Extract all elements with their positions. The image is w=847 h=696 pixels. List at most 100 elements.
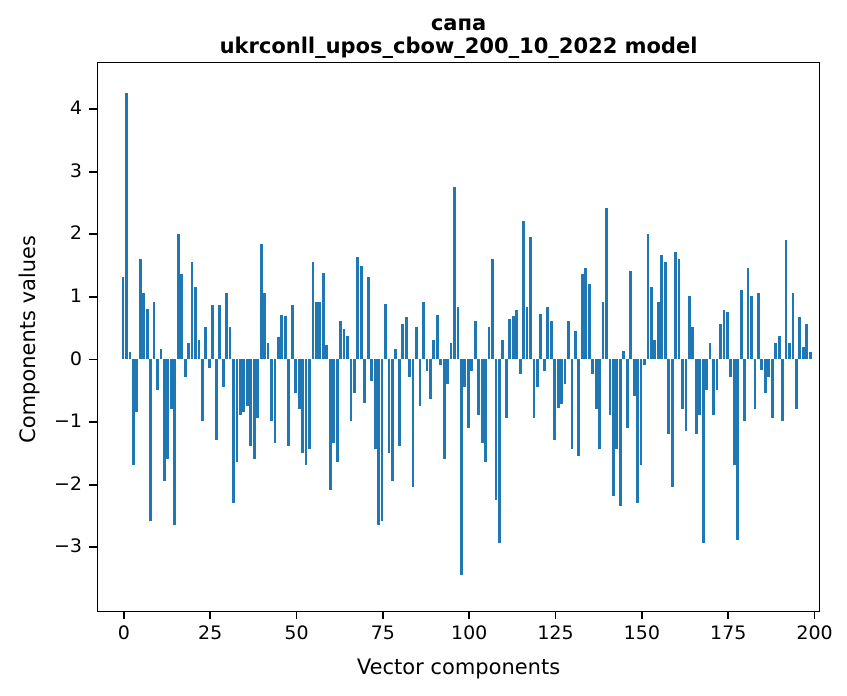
bar-component-152 <box>646 233 650 359</box>
x-tick-mark-200 <box>813 610 816 619</box>
bar-component-2 <box>128 352 132 359</box>
bar-component-145 <box>622 351 626 359</box>
x-tick-label-75: 75 <box>370 622 395 644</box>
bar-component-42 <box>266 343 270 359</box>
bar-component-117 <box>525 307 529 359</box>
bar-component-93 <box>442 358 446 459</box>
bar-component-48 <box>287 358 291 447</box>
bar-component-113 <box>511 316 515 359</box>
bar-component-63 <box>339 321 342 359</box>
bar-component-160 <box>674 252 677 359</box>
y-tick-mark-2 <box>89 233 97 236</box>
bar-component-41 <box>263 292 266 359</box>
bar-component-38 <box>252 358 256 459</box>
bar-component-164 <box>687 296 691 359</box>
bar-component-167 <box>698 358 702 416</box>
bar-component-73 <box>373 358 377 450</box>
x-tick-mark-25 <box>209 610 212 619</box>
bar-component-171 <box>712 358 715 416</box>
bar-component-80 <box>397 358 401 447</box>
bar-component-32 <box>232 358 235 503</box>
bar-component-37 <box>249 358 253 447</box>
bar-component-127 <box>560 358 563 405</box>
bar-component-53 <box>304 358 308 466</box>
bar-component-122 <box>542 358 546 372</box>
y-tick-label-2: 2 <box>69 222 82 245</box>
bar-component-126 <box>556 358 560 408</box>
bar-component-119 <box>532 358 536 419</box>
bar-component-165 <box>691 327 695 359</box>
bar-component-129 <box>567 321 570 359</box>
bar-component-149 <box>636 358 639 503</box>
bar-component-27 <box>214 358 218 441</box>
bar-component-138 <box>598 358 601 450</box>
bar-component-151 <box>643 358 646 365</box>
bar-component-195 <box>795 358 798 409</box>
bar-component-54 <box>308 358 311 450</box>
x-tick-mark-75 <box>381 610 384 619</box>
bar-component-46 <box>280 314 284 359</box>
bar-component-130 <box>570 358 574 450</box>
bar-component-147 <box>629 271 633 359</box>
bar-component-6 <box>142 292 146 359</box>
chart-title-line2: ukrconll_upos_cbow_200_10_2022 model <box>219 34 698 58</box>
bar-component-11 <box>159 349 163 359</box>
y-tick-label--3: −3 <box>53 535 82 558</box>
bar-component-65 <box>346 336 349 359</box>
y-tick-mark-0 <box>89 358 97 361</box>
bar-component-26 <box>211 305 215 359</box>
bar-component-166 <box>694 358 698 434</box>
y-tick-mark-1 <box>89 296 97 298</box>
bar-component-36 <box>245 358 249 406</box>
plot-area <box>97 62 820 612</box>
x-tick-mark-175 <box>727 610 730 619</box>
bar-component-159 <box>670 358 674 488</box>
bar-component-170 <box>708 343 712 359</box>
bar-component-124 <box>549 321 553 359</box>
bar-component-193 <box>788 343 791 359</box>
bar-component-83 <box>408 358 412 378</box>
bar-component-90 <box>432 339 436 359</box>
bar-component-144 <box>618 358 622 506</box>
bar-component-153 <box>649 286 653 359</box>
bar-component-112 <box>508 319 512 359</box>
bar-component-64 <box>342 329 346 359</box>
x-tick-label-100: 100 <box>451 622 488 644</box>
bar-component-7 <box>145 308 149 359</box>
bar-component-33 <box>235 358 239 462</box>
bar-component-177 <box>732 358 736 466</box>
bar-component-66 <box>349 358 353 422</box>
bar-component-196 <box>798 316 802 359</box>
bar-component-102 <box>473 321 477 359</box>
bar-component-22 <box>197 339 201 359</box>
bar-component-14 <box>169 358 173 409</box>
x-tick-mark-100 <box>468 610 471 619</box>
bar-component-101 <box>470 358 474 372</box>
bar-component-18 <box>183 358 187 378</box>
bar-component-135 <box>587 283 591 359</box>
bar-component-198 <box>805 324 809 359</box>
bar-component-5 <box>138 258 142 359</box>
bar-component-118 <box>529 236 532 359</box>
bar-component-114 <box>515 309 519 359</box>
bar-component-199 <box>808 352 812 359</box>
bar-component-121 <box>539 313 543 359</box>
bar-component-10 <box>156 358 159 390</box>
bar-component-115 <box>518 358 522 375</box>
bar-component-150 <box>639 358 643 466</box>
bar-component-30 <box>225 292 228 359</box>
bar-component-61 <box>332 358 336 444</box>
bar-component-87 <box>422 302 425 359</box>
bar-component-71 <box>366 277 370 359</box>
bar-component-25 <box>207 358 211 369</box>
x-tick-label-0: 0 <box>117 622 130 644</box>
y-axis-label: Components values <box>16 235 40 443</box>
y-tick-mark--3 <box>89 546 97 549</box>
chart-title-line1: сапа <box>430 11 487 35</box>
bar-component-155 <box>656 302 660 359</box>
bar-component-12 <box>163 358 166 481</box>
bar-component-110 <box>501 339 505 359</box>
bar-component-133 <box>580 274 584 359</box>
bar-component-92 <box>439 358 443 365</box>
